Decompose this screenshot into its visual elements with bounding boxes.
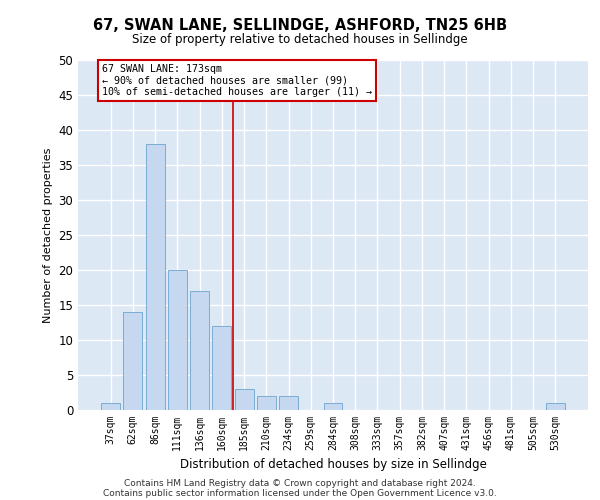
- Bar: [279, 396, 298, 410]
- Bar: [168, 270, 187, 410]
- Bar: [101, 403, 120, 410]
- Y-axis label: Number of detached properties: Number of detached properties: [43, 148, 53, 322]
- Bar: [212, 326, 231, 410]
- Bar: [146, 144, 164, 410]
- Text: Contains public sector information licensed under the Open Government Licence v3: Contains public sector information licen…: [103, 488, 497, 498]
- Bar: [257, 396, 276, 410]
- Text: 67, SWAN LANE, SELLINDGE, ASHFORD, TN25 6HB: 67, SWAN LANE, SELLINDGE, ASHFORD, TN25 …: [93, 18, 507, 32]
- Text: Contains HM Land Registry data © Crown copyright and database right 2024.: Contains HM Land Registry data © Crown c…: [124, 478, 476, 488]
- X-axis label: Distribution of detached houses by size in Sellindge: Distribution of detached houses by size …: [179, 458, 487, 471]
- Bar: [235, 389, 254, 410]
- Bar: [546, 403, 565, 410]
- Bar: [190, 291, 209, 410]
- Bar: [323, 403, 343, 410]
- Text: Size of property relative to detached houses in Sellindge: Size of property relative to detached ho…: [132, 32, 468, 46]
- Text: 67 SWAN LANE: 173sqm
← 90% of detached houses are smaller (99)
10% of semi-detac: 67 SWAN LANE: 173sqm ← 90% of detached h…: [102, 64, 372, 96]
- Bar: [124, 312, 142, 410]
